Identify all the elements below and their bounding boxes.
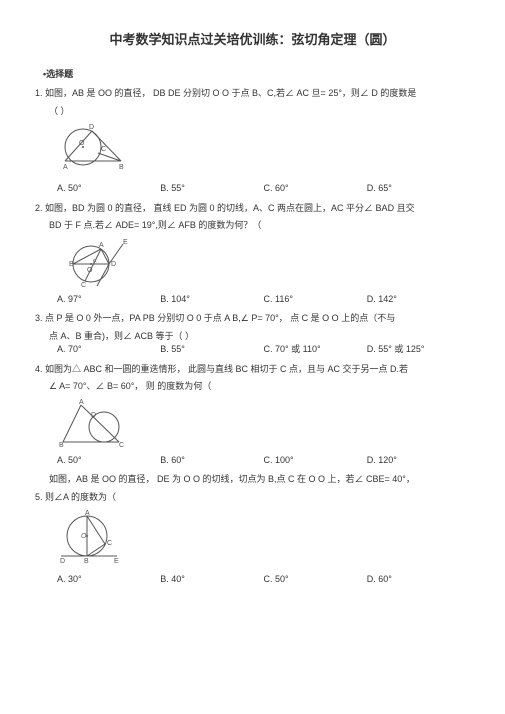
q4-choice-b: B. 60° [160, 454, 263, 468]
q3-choices: A. 70° B. 55° C. 70° 或 110° D. 55° 或 125… [57, 343, 470, 357]
svg-text:D: D [89, 124, 94, 131]
q1-diagram: O A D B C [57, 121, 470, 179]
svg-text:D: D [60, 558, 65, 565]
q1-choice-b: B. 55° [160, 182, 263, 196]
q1-choices: A. 50° B. 55° C. 60° D. 65° [57, 182, 470, 196]
svg-text:E: E [123, 239, 128, 246]
svg-text:F: F [93, 260, 97, 266]
q3-choice-c: C. 70° 或 110° [264, 343, 367, 357]
q3-num: 3. [35, 313, 43, 323]
q5-num: 5. [35, 492, 43, 502]
svg-text:O: O [79, 140, 85, 147]
q5-choice-a: A. 30° [57, 573, 160, 587]
q2-diagram: O A B D E C F [57, 236, 470, 290]
svg-text:E: E [114, 558, 119, 565]
svg-text:C: C [107, 540, 112, 547]
svg-text:C: C [119, 442, 124, 449]
svg-text:O: O [87, 267, 93, 274]
q1-line2: （ ） [49, 105, 470, 119]
q5-line2: 则∠A 的度数为（ [45, 492, 116, 502]
q1-choice-c: C. 60° [264, 182, 367, 196]
q3-choice-a: A. 70° [57, 343, 160, 357]
q3-line1: 点 P 是 O 0 外一点，PA PB 分别切 O 0 于点 A B,∠ P= … [45, 313, 395, 323]
q5-choices: A. 30° B. 40° C. 50° D. 60° [57, 573, 470, 587]
q1-num: 1. [35, 88, 43, 98]
svg-text:A: A [79, 399, 84, 406]
question-1: 1. 如图，AB 是 OO 的直径， DB DE 分别切 O O 于点 B、C,… [35, 87, 470, 196]
question-3: 3. 点 P 是 O 0 外一点，PA PB 分别切 O 0 于点 A B,∠ … [35, 312, 470, 357]
q4-num: 4. [35, 364, 43, 374]
svg-text:D: D [111, 261, 116, 268]
q4-text: 4. 如图为△ ABC 和一圆的重迭情形， 此圆与直线 BC 相切于 C 点，且… [35, 363, 470, 377]
q2-line1: 如图，BD 为圆 0 的直径， 直线 ED 为圆 0 的切线，A、C 两点在圆上… [45, 203, 415, 213]
q5-diagram: O A D B C E [57, 508, 470, 570]
q3-choice-d: D. 55° 或 125° [367, 343, 470, 357]
svg-text:B: B [119, 164, 124, 171]
q4-choice-d: D. 120° [367, 454, 470, 468]
q2-choice-a: A. 97° [57, 293, 160, 307]
q4-diagram: A B C D [57, 397, 470, 451]
q5-choice-c: C. 50° [264, 573, 367, 587]
svg-text:B: B [69, 261, 74, 268]
page-title: 中考数学知识点过关培优训练：弦切角定理（圆） [35, 30, 470, 50]
q1-text: 1. 如图，AB 是 OO 的直径， DB DE 分别切 O O 于点 B、C,… [35, 87, 470, 101]
q2-choice-c: C. 116° [264, 293, 367, 307]
svg-text:B: B [59, 442, 64, 449]
q2-choice-d: D. 142° [367, 293, 470, 307]
svg-text:B: B [84, 558, 89, 565]
q3-line2: 点 A、B 重合)，则∠ ACB 等于（ ） [49, 330, 470, 344]
question-4: 4. 如图为△ ABC 和一圆的重迭情形， 此圆与直线 BC 相切于 C 点，且… [35, 363, 470, 468]
q5-choice-d: D. 60° [367, 573, 470, 587]
q1-choice-d: D. 65° [367, 182, 470, 196]
q2-num: 2. [35, 203, 43, 213]
q4-choices: A. 50° B. 60° C. 100° D. 120° [57, 454, 470, 468]
q2-line2: BD 于 F 点.若∠ ADE= 19°,则∠ AFB 的度数为何？（ [49, 219, 470, 233]
q5-row2: 5. 则∠A 的度数为（ [35, 491, 470, 505]
svg-text:A: A [63, 164, 68, 171]
q2-choice-b: B. 104° [160, 293, 263, 307]
question-2: 2. 如图，BD 为圆 0 的直径， 直线 ED 为圆 0 的切线，A、C 两点… [35, 202, 470, 307]
q5-line1: 如图，AB 是 OO 的直径， DE 为 O O 的切线，切点为 B,点 C 在… [49, 473, 470, 487]
q5-choice-b: B. 40° [160, 573, 263, 587]
q1-choice-a: A. 50° [57, 182, 160, 196]
q2-text: 2. 如图，BD 为圆 0 的直径， 直线 ED 为圆 0 的切线，A、C 两点… [35, 202, 470, 216]
q4-line1: 如图为△ ABC 和一圆的重迭情形， 此圆与直线 BC 相切于 C 点，且与 A… [45, 364, 408, 374]
svg-text:O: O [81, 533, 87, 540]
q4-line2: ∠ A= 70°、∠ B= 60°， 则 的度数为何（ [49, 380, 470, 394]
q4-choice-c: C. 100° [264, 454, 367, 468]
question-5: 如图，AB 是 OO 的直径， DE 为 O O 的切线，切点为 B,点 C 在… [35, 473, 470, 587]
q4-choice-a: A. 50° [57, 454, 160, 468]
svg-text:C: C [81, 282, 86, 289]
q3-text: 3. 点 P 是 O 0 外一点，PA PB 分别切 O 0 于点 A B,∠ … [35, 312, 470, 326]
q1-line1: 如图，AB 是 OO 的直径， DB DE 分别切 O O 于点 B、C,若∠ … [45, 88, 416, 98]
svg-text:A: A [99, 242, 104, 249]
q2-choices: A. 97° B. 104° C. 116° D. 142° [57, 293, 470, 307]
q3-choice-b: B. 55° [160, 343, 263, 357]
svg-text:D: D [91, 412, 96, 419]
section-header: •选择题 [43, 68, 470, 82]
svg-text:A: A [85, 510, 90, 517]
svg-text:C: C [101, 146, 106, 153]
